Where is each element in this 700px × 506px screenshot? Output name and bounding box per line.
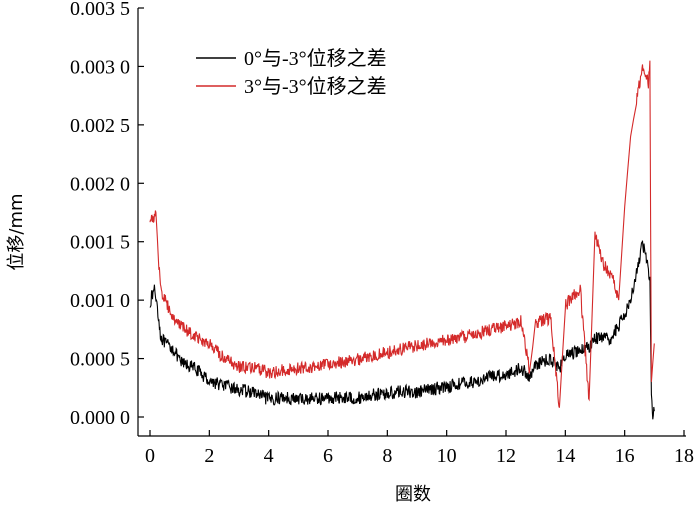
series-line-0 — [149, 240, 655, 420]
y-tick-label: 0.001 0 — [70, 290, 130, 312]
x-tick-label: 10 — [437, 445, 457, 467]
x-axis-title: 圈数 — [395, 484, 431, 505]
legend-label-1: 3°与-3°位移之差 — [244, 75, 387, 98]
y-tick-label: 0.001 5 — [70, 232, 130, 254]
y-tick-label: 0.002 5 — [70, 115, 130, 137]
y-tick-label: 0.003 0 — [70, 56, 130, 78]
series-layer — [149, 60, 655, 420]
y-tick-label: 0.003 5 — [70, 0, 130, 20]
axes: 0 2 4 6 8 10 12 14 16 18 0.000 0 0.000 5 0.001 0 0.00… — [70, 0, 694, 467]
y-tick-label: 0.000 0 — [70, 407, 130, 429]
x-tick-label: 0 — [145, 445, 155, 467]
y-tick-label: 0.000 5 — [70, 349, 130, 371]
x-tick-label: 4 — [264, 445, 274, 467]
legend: 0°与-3°位移之差 3°与-3°位移之差 — [196, 47, 387, 98]
series-line-1 — [149, 60, 655, 408]
x-tick-label: 12 — [496, 445, 516, 467]
x-tick-label: 16 — [615, 445, 635, 467]
x-tick-label: 2 — [204, 445, 214, 467]
x-tick-label: 8 — [382, 445, 392, 467]
x-tick-label: 6 — [323, 445, 333, 467]
x-tick-label: 14 — [555, 445, 575, 467]
y-axis-title: 位移/mm — [6, 193, 27, 270]
x-tick-label: 18 — [674, 445, 694, 467]
y-tick-label: 0.002 0 — [70, 173, 130, 195]
legend-label-0: 0°与-3°位移之差 — [244, 47, 387, 70]
